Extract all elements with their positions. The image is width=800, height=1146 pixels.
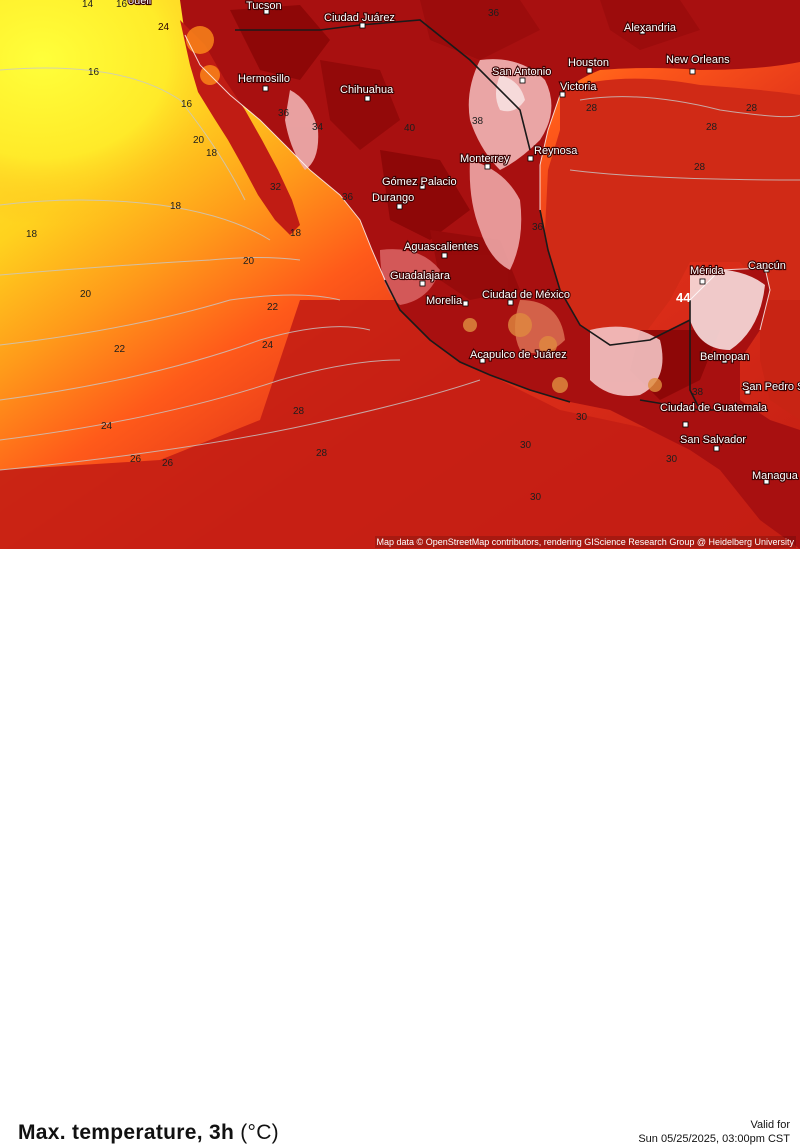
valid-label: Valid for xyxy=(750,1119,790,1131)
map-title-text: Max. temperature, 3h xyxy=(18,1121,235,1144)
city-label: Mérida xyxy=(690,265,725,277)
city-label: Chihuahua xyxy=(340,84,394,96)
isotherm-label: 38 xyxy=(692,387,704,398)
city-markers xyxy=(262,8,770,485)
city-label: Tucson xyxy=(246,0,282,12)
city-label: Acapulco de Juárez xyxy=(470,349,567,361)
valid-datetime: Sun 05/25/2025, 03:00pm CST xyxy=(638,1133,790,1145)
hottest-zones xyxy=(285,59,765,396)
city-label: San Antonio xyxy=(492,66,551,78)
isotherm-label: 30 xyxy=(520,440,532,451)
isotherm-label: 30 xyxy=(666,454,678,465)
city-label: Houston xyxy=(568,57,609,69)
gulf-of-mexico xyxy=(545,78,800,351)
city-label: Aguascalientes xyxy=(404,241,479,253)
isotherm-label: 36 xyxy=(532,222,544,233)
isotherm-label: 18 xyxy=(26,229,38,240)
isotherm-label: 14 xyxy=(82,0,94,10)
isotherm-label: 34 xyxy=(312,122,324,133)
city-labels: ouell Tucson Ciudad Juárez Hermosillo Ch… xyxy=(127,0,800,483)
isotherm-label: 30 xyxy=(530,492,542,503)
city-label: Guadalajara xyxy=(390,270,451,282)
city-label: Alexandria xyxy=(624,22,677,34)
isotherm-label: 24 xyxy=(262,340,274,351)
city-label: Morelia xyxy=(426,295,463,307)
map-title-unit: (°C) xyxy=(240,1121,279,1144)
isotherm-label: 18 xyxy=(206,148,218,159)
isotherm-label: 28 xyxy=(694,162,706,173)
city-label: San Pedro Sula xyxy=(742,381,800,393)
city-label: ouell xyxy=(128,0,151,7)
isotherm-label: 20 xyxy=(243,256,255,267)
map-canvas: ouell Tucson Ciudad Juárez Hermosillo Ch… xyxy=(0,0,800,549)
isotherm-label: 28 xyxy=(746,103,758,114)
map-attribution: Map data © OpenStreetMap contributors, r… xyxy=(374,536,796,548)
isotherm-label: 40 xyxy=(404,123,416,134)
isotherm-lines xyxy=(0,67,800,471)
map-title: Max. temperature, 3h (°C) xyxy=(18,1121,279,1145)
isotherm-labels: 14 16 24 16 16 20 18 18 18 18 20 20 22 2… xyxy=(26,0,758,503)
isotherm-label: 16 xyxy=(116,0,128,10)
isotherm-label: 26 xyxy=(130,454,142,465)
isotherm-label: 36 xyxy=(488,8,500,19)
isotherm-label: 32 xyxy=(270,182,282,193)
isotherm-label: 24 xyxy=(158,22,170,33)
isotherm-label: 24 xyxy=(101,421,113,432)
city-label: Ciudad de Guatemala xyxy=(660,402,768,414)
city-label: Victoria xyxy=(560,81,597,93)
city-label: Managua xyxy=(752,470,799,482)
valid-time: Valid for Sun 05/25/2025, 03:00pm CST xyxy=(638,1118,790,1146)
city-label: Monterrey xyxy=(460,153,510,165)
isotherm-label: 20 xyxy=(80,289,92,300)
isotherm-label: 28 xyxy=(706,122,718,133)
isotherm-label: 28 xyxy=(586,103,598,114)
city-label: Ciudad Juárez xyxy=(324,12,395,24)
city-label: New Orleans xyxy=(666,54,730,66)
isotherm-label: 18 xyxy=(170,201,182,212)
isotherm-label: 22 xyxy=(267,302,279,313)
isotherm-label: 44 xyxy=(676,290,691,305)
isotherm-label: 16 xyxy=(88,67,100,78)
isotherm-label: 22 xyxy=(114,344,126,355)
footer-bar: Max. temperature, 3h (°C) Valid for Sun … xyxy=(0,549,800,1145)
city-label: Reynosa xyxy=(534,145,578,157)
caribbean-sea xyxy=(760,300,800,420)
warm-sea-band xyxy=(0,300,800,549)
weather-map[interactable]: ouell Tucson Ciudad Juárez Hermosillo Ch… xyxy=(0,0,800,549)
city-label: Hermosillo xyxy=(238,73,290,85)
city-label: San Salvador xyxy=(680,434,746,446)
city-label: Cancún xyxy=(748,260,786,272)
borders xyxy=(235,19,740,411)
isotherm-label: 26 xyxy=(162,458,174,469)
isotherm-label: 30 xyxy=(576,412,588,423)
city-label: Ciudad de México xyxy=(482,289,570,301)
city-label: Gómez Palacio xyxy=(382,176,457,188)
isotherm-label: 28 xyxy=(293,406,305,417)
city-label: Belmopan xyxy=(700,351,750,363)
isotherm-label: 16 xyxy=(181,99,193,110)
isotherm-label: 20 xyxy=(193,135,205,146)
city-label: Durango xyxy=(372,192,414,204)
isotherm-label: 36 xyxy=(278,108,290,119)
isotherm-label: 28 xyxy=(316,448,328,459)
isotherm-label: 18 xyxy=(290,228,302,239)
isotherm-label: 36 xyxy=(342,192,354,203)
isotherm-label: 38 xyxy=(472,116,484,127)
